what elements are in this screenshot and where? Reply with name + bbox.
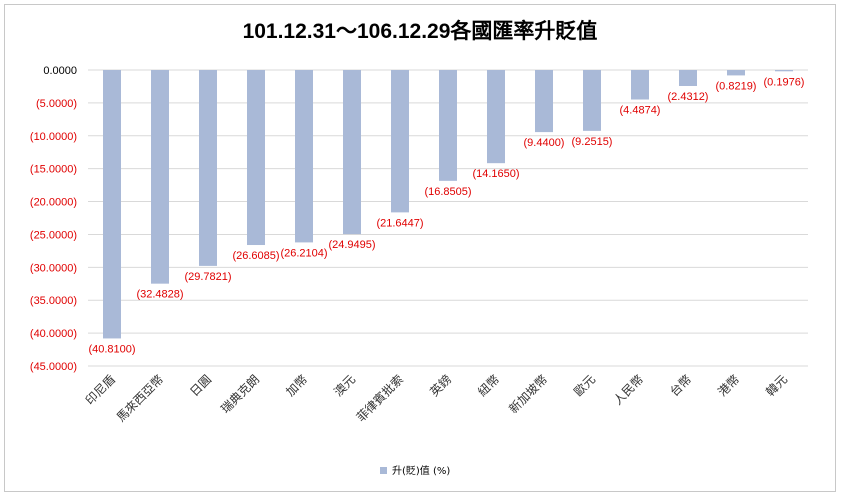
y-tick-label: (40.0000) — [30, 328, 77, 340]
bar — [775, 70, 793, 72]
x-tick-label: 歐元 — [571, 372, 599, 400]
chart-title: 101.12.31～106.12.29各國匯率升貶值 — [243, 19, 598, 43]
legend: 升(貶)值 (%) — [380, 464, 450, 477]
x-tick-label: 港幣 — [715, 372, 742, 399]
y-axis-ticks: 0.0000 (5.0000) (10.0000) (15.0000) (20.0000… — [30, 65, 77, 373]
data-label: (40.8100) — [88, 343, 135, 355]
data-label: (24.9495) — [328, 239, 375, 251]
bar — [247, 70, 265, 246]
y-tick-label: (30.0000) — [30, 262, 77, 274]
bar — [583, 70, 601, 131]
y-tick-label: (35.0000) — [30, 295, 77, 307]
data-label: (0.8219) — [716, 80, 757, 92]
bar — [679, 70, 697, 86]
data-label: (0.1976) — [764, 76, 805, 88]
x-tick-label: 馬來西亞幣 — [114, 372, 166, 424]
x-tick-label: 韓元 — [763, 372, 790, 399]
data-label: (4.4874) — [620, 105, 661, 117]
bar — [439, 70, 457, 181]
y-tick-label: (10.0000) — [30, 131, 77, 143]
x-tick-label: 瑞典克朗 — [218, 372, 262, 416]
bar — [487, 70, 505, 164]
chart-frame — [4, 4, 836, 492]
data-label: (2.4312) — [668, 91, 709, 103]
data-label: (32.4828) — [136, 289, 183, 301]
bar — [631, 70, 649, 100]
y-tick-label: 0.0000 — [43, 65, 77, 77]
bar — [103, 70, 121, 339]
bar — [295, 70, 313, 243]
data-label: (26.6085) — [232, 250, 279, 262]
y-tick-label: (45.0000) — [30, 361, 77, 373]
bar — [727, 70, 745, 76]
data-label: (9.2515) — [572, 136, 613, 148]
bars — [103, 70, 793, 339]
y-tick-label: (20.0000) — [30, 197, 77, 209]
x-tick-label: 英鎊 — [427, 372, 455, 400]
data-label: (14.1650) — [472, 168, 519, 180]
y-tick-label: (5.0000) — [36, 98, 77, 110]
data-label: (9.4400) — [524, 137, 565, 149]
x-tick-label: 台幣 — [667, 372, 695, 400]
bar — [199, 70, 217, 266]
x-tick-label: 加幣 — [283, 372, 310, 399]
x-tick-label: 菲律賓批索 — [353, 372, 406, 425]
x-tick-label: 澳元 — [331, 372, 358, 399]
x-tick-label: 新加坡幣 — [506, 372, 551, 417]
x-tick-label: 印尼盾 — [83, 372, 118, 407]
x-tick-label: 人民幣 — [611, 372, 646, 407]
legend-swatch — [380, 467, 387, 474]
data-label: (26.2104) — [280, 247, 327, 259]
data-labels: (40.8100) (32.4828)(29.7821)(26.6085) (26.… — [88, 76, 804, 355]
bar — [151, 70, 169, 284]
legend-label: 升(貶)值 (%) — [392, 464, 450, 477]
bar — [391, 70, 409, 213]
x-tick-label: 日圓 — [187, 372, 214, 399]
data-label: (29.7821) — [184, 271, 231, 283]
y-tick-label: (15.0000) — [30, 164, 77, 176]
bar — [535, 70, 553, 133]
y-tick-label: (25.0000) — [30, 229, 77, 241]
bar — [343, 70, 361, 235]
data-label: (21.6447) — [376, 217, 423, 229]
data-label: (16.8505) — [424, 186, 471, 198]
x-tick-label: 紐幣 — [475, 372, 502, 399]
